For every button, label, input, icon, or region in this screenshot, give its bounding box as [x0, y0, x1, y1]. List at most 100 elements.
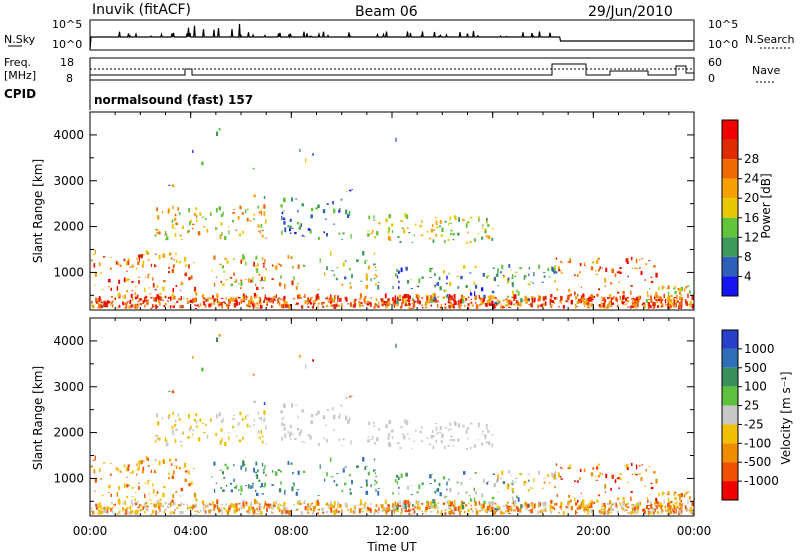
power-sample	[167, 209, 169, 214]
power-panel-frame	[89, 111, 695, 311]
velocity-sample	[350, 440, 352, 445]
velocity-sample	[299, 431, 301, 436]
power-sample	[220, 302, 223, 306]
velocity-sample	[587, 510, 589, 515]
velocity-sample	[388, 420, 392, 425]
power-sample	[92, 253, 95, 255]
power-sample	[95, 298, 98, 301]
power-sample	[614, 273, 617, 278]
velocity-sample	[486, 423, 488, 428]
power-sample	[445, 295, 449, 298]
velocity-panel-frame	[89, 317, 695, 517]
velocity-sample	[94, 490, 96, 492]
velocity-sample	[638, 465, 641, 467]
power-sample	[171, 293, 174, 297]
velocity-sample	[497, 508, 500, 511]
power-sample	[98, 304, 101, 308]
velocity-sample	[156, 437, 159, 440]
power-sample	[154, 305, 156, 307]
velocity-sample	[181, 433, 184, 435]
power-sample	[500, 271, 502, 274]
power-sample	[444, 306, 447, 310]
velocity-sample	[392, 491, 394, 495]
velocity-sample	[99, 478, 103, 480]
power-sample	[429, 299, 432, 302]
velocity-sample	[281, 421, 283, 427]
velocity-sample	[689, 496, 691, 500]
velocity-sample	[202, 506, 205, 508]
velocity-sample	[188, 483, 191, 487]
power-sample	[387, 305, 390, 306]
velocity-sample	[269, 504, 271, 507]
power-sample	[349, 285, 352, 289]
velocity-sample	[412, 510, 414, 516]
power-sample	[493, 277, 495, 281]
velocity-sample	[373, 469, 375, 473]
velocity-sample	[435, 423, 438, 425]
velocity-sample	[259, 416, 262, 419]
velocity-sample	[215, 433, 218, 436]
velocity-sample	[404, 504, 407, 509]
power-sample	[264, 294, 266, 298]
velocity-sample	[168, 390, 171, 392]
velocity-sample	[445, 501, 449, 504]
velocity-sample	[525, 481, 527, 484]
velocity-sample	[210, 504, 213, 506]
velocity-sample	[418, 484, 421, 490]
velocity-sample	[635, 473, 638, 476]
power-sample	[283, 304, 285, 309]
velocity-sample	[457, 439, 460, 442]
power-sample	[507, 302, 509, 307]
power-sample	[188, 207, 190, 213]
power-sample	[602, 302, 605, 308]
velocity-sample	[538, 470, 541, 475]
power-sample	[182, 225, 184, 229]
velocity-sample	[587, 513, 590, 515]
velocity-sample	[266, 507, 268, 512]
velocity-sample	[173, 465, 175, 467]
velocity-sample	[418, 506, 421, 511]
velocity-sample	[323, 437, 325, 440]
velocity-sample	[370, 484, 372, 488]
power-sample	[603, 297, 606, 301]
power-sample	[316, 297, 319, 301]
velocity-sample	[144, 502, 146, 508]
velocity-sample	[107, 492, 110, 493]
velocity-sample	[193, 505, 196, 508]
power-sample	[484, 230, 487, 234]
power-sample	[487, 295, 491, 298]
power-sample	[326, 296, 329, 300]
velocity-sample	[532, 502, 534, 504]
power-sample	[674, 291, 677, 294]
power-sample	[655, 293, 658, 298]
power-sample	[277, 300, 280, 304]
velocity-sample	[391, 503, 394, 507]
velocity-sample	[369, 508, 372, 513]
power-sample	[502, 274, 505, 276]
velocity-sample	[317, 499, 319, 505]
power-sample	[458, 217, 460, 222]
power-sample	[144, 287, 146, 292]
velocity-sample	[439, 431, 441, 434]
velocity-sample	[167, 502, 170, 505]
velocity-sample	[154, 440, 157, 443]
velocity-sample	[269, 503, 272, 505]
velocity-sample	[393, 509, 396, 512]
velocity-sample	[553, 503, 557, 506]
power-sample	[245, 279, 247, 281]
velocity-sample	[609, 506, 612, 510]
power-sample	[457, 286, 460, 289]
velocity-sample	[604, 484, 607, 489]
velocity-sample	[233, 509, 237, 514]
power-sample	[147, 251, 149, 255]
power-sample	[568, 288, 571, 292]
velocity-sample	[282, 505, 284, 507]
power-sample	[287, 225, 289, 228]
power-sample	[228, 300, 231, 305]
power-sample	[590, 303, 593, 308]
power-sample	[611, 302, 615, 305]
velocity-sample	[349, 473, 351, 477]
power-sample	[627, 275, 629, 278]
power-sample	[216, 293, 219, 298]
velocity-sample	[360, 508, 363, 511]
